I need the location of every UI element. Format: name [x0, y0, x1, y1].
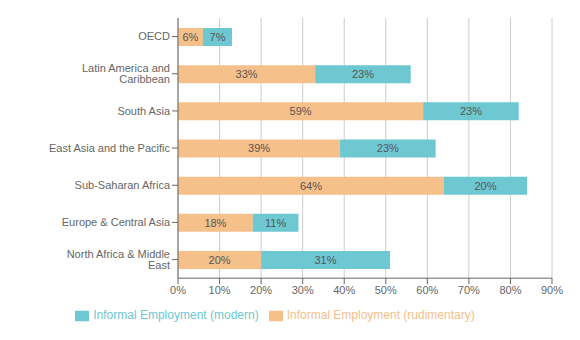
svg-text:Europe & Central Asia: Europe & Central Asia: [62, 216, 171, 228]
html-text:Informal Employment (modern): Informal Employment (modern): [93, 308, 259, 323]
svg-text:80%: 80%: [499, 284, 521, 296]
svg-text:70%: 70%: [458, 284, 480, 296]
svg-text:Latin America andCaribbean: Latin America andCaribbean: [82, 62, 170, 85]
svg-text:31%: 31%: [315, 254, 337, 266]
svg-text:6%: 6%: [183, 31, 199, 43]
svg-text:90%: 90%: [541, 284, 563, 296]
svg-text:64%: 64%: [300, 180, 322, 192]
svg-text:39%: 39%: [248, 142, 270, 154]
svg-text:11%: 11%: [265, 217, 286, 229]
svg-text:7%: 7%: [210, 31, 226, 43]
svg-text:59%: 59%: [290, 105, 312, 117]
svg-text:50%: 50%: [375, 284, 397, 296]
svg-text:20%: 20%: [474, 180, 496, 192]
svg-text:South Asia: South Asia: [117, 105, 170, 117]
svg-text:10%: 10%: [209, 284, 231, 296]
svg-text:20%: 20%: [250, 284, 272, 296]
svg-text:North Africa & MiddleEast: North Africa & MiddleEast: [67, 248, 170, 271]
svg-text:30%: 30%: [292, 284, 314, 296]
svg-text:60%: 60%: [416, 284, 438, 296]
html-text:Informal Employment (rudimenta: Informal Employment (rudimentary): [286, 308, 475, 323]
svg-text:23%: 23%: [460, 105, 482, 117]
svg-text:18%: 18%: [204, 217, 226, 229]
svg-text:20%: 20%: [209, 254, 231, 266]
svg-text:40%: 40%: [333, 284, 355, 296]
svg-text:OECD: OECD: [138, 30, 170, 42]
svg-text:23%: 23%: [377, 142, 399, 154]
svg-text:Sub-Saharan Africa: Sub-Saharan Africa: [75, 179, 171, 191]
svg-text:East Asia and the Pacific: East Asia and the Pacific: [49, 142, 171, 154]
svg-text:23%: 23%: [352, 68, 374, 80]
svg-text:33%: 33%: [236, 68, 258, 80]
svg-text:0%: 0%: [170, 284, 186, 296]
